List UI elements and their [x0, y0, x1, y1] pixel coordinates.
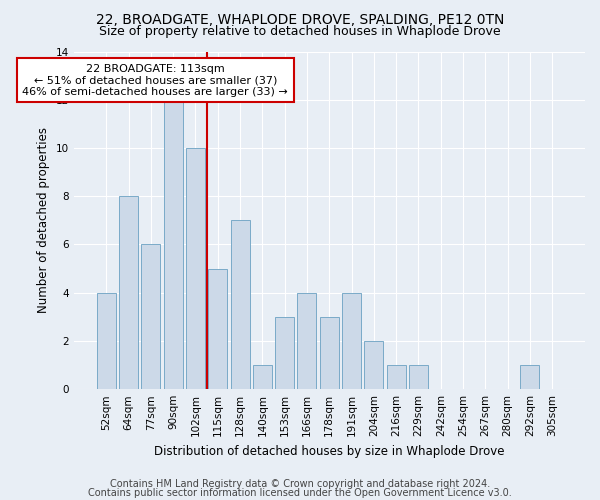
Text: Contains public sector information licensed under the Open Government Licence v3: Contains public sector information licen… — [88, 488, 512, 498]
Bar — [364, 341, 383, 389]
Y-axis label: Number of detached properties: Number of detached properties — [37, 128, 50, 314]
Text: Size of property relative to detached houses in Whaplode Drove: Size of property relative to detached ho… — [99, 25, 501, 38]
Bar — [320, 317, 339, 389]
X-axis label: Distribution of detached houses by size in Whaplode Drove: Distribution of detached houses by size … — [154, 444, 505, 458]
Bar — [409, 365, 428, 389]
Bar — [386, 365, 406, 389]
Bar — [208, 268, 227, 389]
Bar — [142, 244, 160, 389]
Bar — [275, 317, 294, 389]
Bar — [298, 292, 316, 389]
Text: 22, BROADGATE, WHAPLODE DROVE, SPALDING, PE12 0TN: 22, BROADGATE, WHAPLODE DROVE, SPALDING,… — [96, 12, 504, 26]
Bar — [230, 220, 250, 389]
Bar — [119, 196, 138, 389]
Text: 22 BROADGATE: 113sqm
← 51% of detached houses are smaller (37)
46% of semi-detac: 22 BROADGATE: 113sqm ← 51% of detached h… — [22, 64, 288, 97]
Bar — [520, 365, 539, 389]
Bar — [253, 365, 272, 389]
Text: Contains HM Land Registry data © Crown copyright and database right 2024.: Contains HM Land Registry data © Crown c… — [110, 479, 490, 489]
Bar — [164, 100, 182, 389]
Bar — [97, 292, 116, 389]
Bar — [342, 292, 361, 389]
Bar — [186, 148, 205, 389]
